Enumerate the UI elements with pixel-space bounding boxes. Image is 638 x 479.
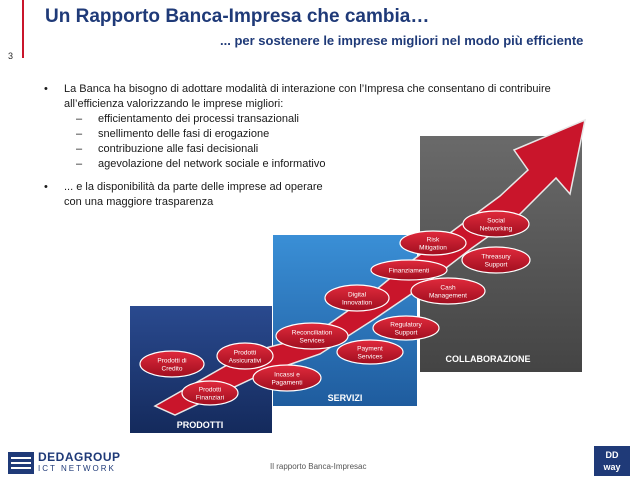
sub-bullet-text: efficientamento dei processi transaziona… xyxy=(98,113,299,125)
bubble-label: Networking xyxy=(480,226,513,233)
page-title: Un Rapporto Banca-Impresa che cambia… xyxy=(45,6,430,27)
bubble-label: Prodotti di xyxy=(157,358,186,365)
page-subtitle: ... per sostenere le imprese migliori ne… xyxy=(220,33,584,48)
dedagroup-logo-text: DEDAGROUP xyxy=(38,450,121,464)
sub-bullet-item: – contribuzione alle fasi decisionali xyxy=(40,142,600,157)
ddway-logo-line2: way xyxy=(603,462,621,472)
sub-bullet-dash: – xyxy=(76,113,83,125)
bubble-label: Services xyxy=(358,354,384,361)
level-label-prodotti: PRODOTTI xyxy=(177,420,224,430)
sub-bullet-item: – agevolazione del network sociale e inf… xyxy=(40,157,600,172)
footer-caption: Il rapporto Banca-Impresac xyxy=(270,462,367,471)
bubble-shape xyxy=(372,315,440,341)
bullet-text-line: con una maggiore trasparenza xyxy=(64,196,214,208)
sub-bullet-dash: – xyxy=(76,158,83,170)
bullet-item-imprese: • ... e la disponibilità da parte delle … xyxy=(40,180,600,210)
bubble-label: Credito xyxy=(162,366,183,373)
bullet-text-line: all’efficienza valorizzando le imprese m… xyxy=(64,98,284,110)
bubble-label: Regulatory xyxy=(390,322,422,329)
level-box-servizi xyxy=(273,235,417,406)
bubble-label: Assicurativi xyxy=(229,358,262,365)
bubble-label: Social xyxy=(487,218,505,225)
sub-bullet-text: contribuzione alle fasi decisionali xyxy=(98,143,259,155)
bubble-label: Risk xyxy=(427,237,440,244)
bubble-label: Support xyxy=(395,330,418,337)
bubble-label: Threasury xyxy=(481,254,511,261)
bubble-label: Innovation xyxy=(342,300,372,307)
bubble-shape xyxy=(410,277,486,305)
bubble-shape xyxy=(462,210,530,238)
bubble-shape xyxy=(275,322,349,350)
accent-bar xyxy=(22,0,24,58)
bubble-finanziamenti: Finanziamenti xyxy=(370,259,448,281)
dedagroup-logo-mark xyxy=(8,452,34,474)
sub-bullet-text: snellimento delle fasi di erogazione xyxy=(98,128,270,140)
bubble-label: Digital xyxy=(348,292,367,299)
bullet-dot: • xyxy=(44,181,48,193)
page-number: 3 xyxy=(8,51,14,61)
bubble-shape xyxy=(216,342,274,370)
bubble-label: Reconciliation xyxy=(292,330,333,337)
bubble-label: Support xyxy=(485,262,508,269)
bubble-label: Prodotti xyxy=(234,350,256,357)
bullet-text-line: La Banca ha bisogno di adottare modalità… xyxy=(64,83,551,95)
sub-bullet-dash: – xyxy=(76,143,83,155)
bubble-shape xyxy=(336,339,404,365)
ddway-logo-line1: DD xyxy=(605,450,619,460)
bubble-label: Mitigation xyxy=(419,245,447,252)
bubble-shape xyxy=(461,246,531,274)
bubble-label: Finanziamenti xyxy=(389,268,429,275)
level-label-collaborazione: COLLABORAZIONE xyxy=(446,354,531,364)
bubble-shape xyxy=(399,230,467,256)
bubble-shape xyxy=(139,350,205,378)
ddway-logo: DD way xyxy=(594,446,630,476)
bubble-label: Pagamenti xyxy=(271,380,302,387)
bubble-label: Payment xyxy=(357,346,383,353)
bullet-text-line: ... e la disponibilità da parte delle im… xyxy=(64,181,323,193)
bullet-list: • La Banca ha bisogno di adottare modali… xyxy=(40,82,600,210)
bullet-item-banca: • La Banca ha bisogno di adottare modali… xyxy=(40,82,600,112)
bubble-shape xyxy=(181,380,239,406)
bubble-label: Cash xyxy=(440,285,456,292)
level-box-prodotti xyxy=(130,306,272,433)
bubble-label: Management xyxy=(429,293,467,300)
bubble-label: Services xyxy=(300,338,326,345)
bubble-shape xyxy=(252,364,322,392)
sub-bullet-dash: – xyxy=(76,128,83,140)
dedagroup-logo-subtext: ICT NETWORK xyxy=(38,464,116,473)
sub-bullet-item: – efficientamento dei processi transazio… xyxy=(40,112,600,127)
level-label-servizi: SERVIZI xyxy=(328,393,363,403)
bubble-shape xyxy=(324,284,390,312)
sub-bullet-item: – snellimento delle fasi di erogazione xyxy=(40,127,600,142)
bubble-shape xyxy=(370,259,448,281)
bubble-label: Finanziari xyxy=(196,395,224,402)
sub-bullet-text: agevolazione del network sociale e infor… xyxy=(98,158,326,170)
bubble-label: Incassi e xyxy=(274,372,300,379)
bullet-dot: • xyxy=(44,83,48,95)
bubble-label: Prodotti xyxy=(199,387,221,394)
